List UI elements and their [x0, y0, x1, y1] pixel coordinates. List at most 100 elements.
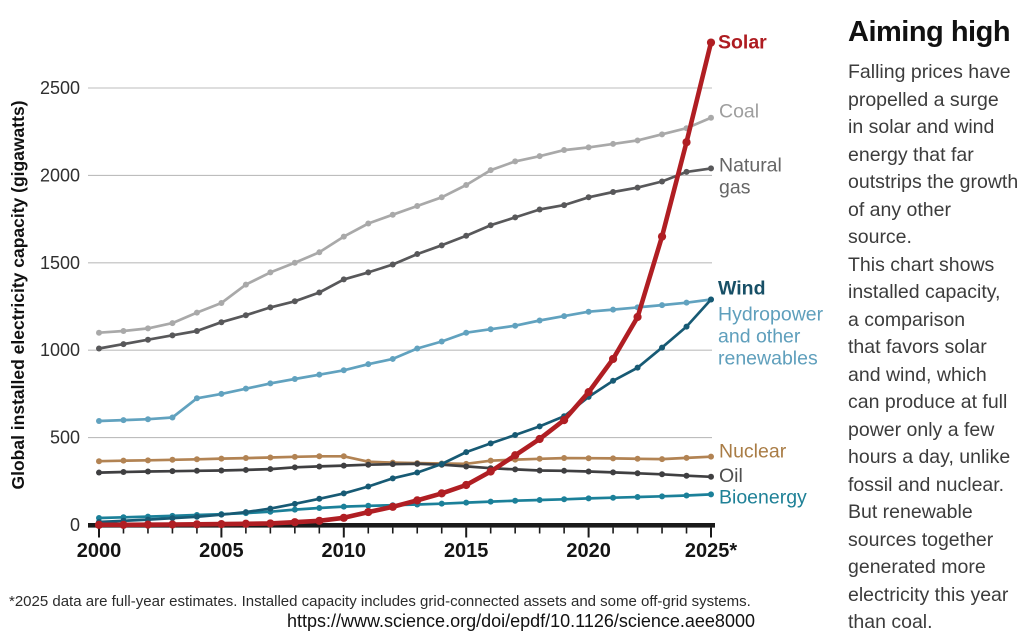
series-dot-wind [512, 431, 519, 438]
series-dot-bioenergy [340, 503, 347, 510]
series-dot-coal [438, 194, 445, 201]
series-dot-natural-gas [610, 189, 617, 196]
series-line-natural-gas [97, 167, 713, 350]
series-line-solar [96, 40, 714, 528]
series-dot-oil [169, 468, 176, 475]
series-dot-coal [463, 182, 470, 189]
series-dot-solar [94, 520, 104, 529]
series-dot-oil [634, 470, 641, 477]
series-dot-solar [511, 451, 520, 460]
sidebar-title: Aiming high [848, 16, 1011, 48]
series-dot-bioenergy [708, 491, 714, 498]
series-dot-coal [120, 327, 127, 334]
y-tick-label: 2000 [40, 165, 80, 185]
series-dot-natural-gas [585, 194, 592, 201]
series-dot-solar [486, 467, 495, 476]
series-dot-oil [267, 466, 274, 473]
sidebar-commentary: Aiming high Falling prices have propelle… [848, 16, 1020, 637]
y-tick-label: 1000 [40, 340, 80, 360]
series-dot-wind [340, 490, 347, 497]
x-tick-label: 2025* [685, 540, 737, 562]
series-dot-bioenergy [438, 500, 445, 507]
series-dot-coal [267, 269, 274, 276]
series-dot-nuclear [291, 453, 298, 460]
series-dot-nuclear [267, 454, 274, 461]
series-dot-coal [512, 158, 519, 165]
series-dot-wind [683, 323, 690, 330]
series-dot-wind [193, 513, 200, 520]
series-dot-natural-gas [536, 206, 543, 213]
series-dot-solar [266, 519, 275, 528]
series-dot-bioenergy [683, 492, 690, 499]
series-dot-wind [267, 505, 274, 512]
series-dot-bioenergy [561, 496, 568, 503]
series-dot-hydropower-and-other-renewables [242, 385, 249, 392]
series-dot-nuclear [683, 454, 690, 461]
series-dot-natural-gas [193, 327, 200, 334]
series-dot-coal [218, 300, 225, 307]
series-dot-bioenergy [536, 497, 543, 504]
series-dot-hydropower-and-other-renewables [683, 299, 690, 306]
series-dot-natural-gas [242, 312, 249, 319]
series-dot-oil [708, 473, 714, 480]
series-dot-coal [561, 147, 568, 154]
series-dot-bioenergy [487, 498, 494, 505]
series-dot-coal [536, 153, 543, 160]
capacity-chart-figure: 0 500 1000 1500 2000 2500 Global installed ele… [8, 32, 824, 562]
series-dot-coal [634, 137, 641, 144]
series-dot-coal [389, 211, 396, 218]
series-dot-coal [193, 309, 200, 316]
series-dot-hydropower-and-other-renewables [610, 306, 617, 313]
series-dot-oil [561, 467, 568, 474]
sidebar-body-text: Falling prices have propelled a surge in… [848, 61, 1019, 633]
series-dot-natural-gas [218, 319, 225, 326]
series-dot-nuclear [96, 458, 102, 465]
series-dot-wind [487, 440, 494, 447]
series-dot-oil [120, 469, 127, 476]
series-dot-hydropower-and-other-renewables [561, 313, 568, 320]
doi-link[interactable]: https://www.science.org/doi/epdf/10.1126… [287, 611, 755, 631]
series-dot-hydropower-and-other-renewables [267, 380, 274, 387]
series-dot-hydropower-and-other-renewables [512, 322, 519, 329]
series-dot-solar [608, 354, 618, 364]
series-dot-bioenergy [291, 506, 298, 513]
series-line-hydropower-and-other-renewables [97, 298, 713, 423]
series-dot-natural-gas [487, 222, 494, 229]
series-dot-oil [414, 460, 421, 467]
series-label-hydropower-and-other-renewables: Hydropower and other renewables [718, 304, 824, 370]
x-tick-label: 2020 [566, 540, 611, 562]
series-dot-oil [389, 461, 396, 468]
series-dot-natural-gas [96, 345, 102, 352]
series-dot-natural-gas [120, 341, 127, 348]
series-dot-coal [414, 202, 421, 209]
series-dot-solar [657, 232, 667, 241]
series-line-wind [97, 298, 713, 524]
series-dot-natural-gas [389, 261, 396, 268]
series-dot-solar [633, 312, 642, 322]
series-dot-nuclear [585, 455, 592, 462]
series-dot-coal [291, 259, 298, 266]
series-dot-oil [316, 463, 323, 470]
series-dot-nuclear [659, 456, 666, 463]
series-dot-bioenergy [512, 497, 519, 504]
series-label-coal: Coal [719, 101, 759, 123]
series-dot-oil [585, 468, 592, 475]
series-dot-oil [242, 466, 249, 473]
series-line-bioenergy [97, 493, 713, 520]
series-dot-coal [585, 144, 592, 151]
series-dot-oil [536, 467, 543, 474]
series-dot-solar [413, 496, 422, 505]
series-dot-nuclear [561, 455, 568, 462]
series-dot-coal [340, 233, 347, 240]
series-dot-solar [143, 520, 153, 529]
series-dot-natural-gas [169, 332, 176, 339]
series-dot-nuclear [487, 457, 494, 464]
series-dot-solar [192, 520, 202, 529]
series-dot-hydropower-and-other-renewables [365, 361, 372, 368]
series-dot-bioenergy [610, 494, 617, 501]
series-dot-wind [414, 469, 421, 476]
x-tick-label: 2005 [199, 540, 244, 562]
series-dot-oil [96, 469, 102, 476]
capacity-line-chart: 0 500 1000 1500 2000 2500 Global installed ele… [8, 32, 824, 562]
series-dot-solar [462, 480, 471, 490]
